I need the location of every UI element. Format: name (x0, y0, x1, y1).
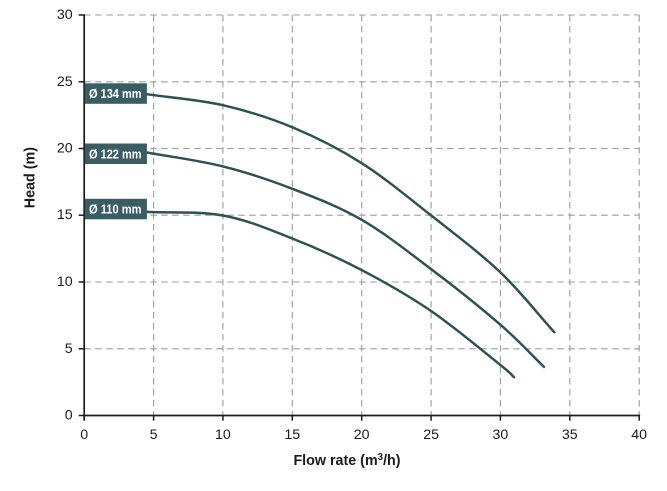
svg-text:40: 40 (631, 427, 647, 443)
svg-text:10: 10 (215, 427, 231, 443)
svg-text:25: 25 (423, 427, 439, 443)
svg-text:15: 15 (284, 427, 300, 443)
svg-text:10: 10 (57, 274, 73, 290)
svg-text:0: 0 (80, 427, 88, 443)
svg-text:30: 30 (57, 7, 73, 23)
svg-text:5: 5 (150, 427, 158, 443)
svg-text:Ø 122 mm: Ø 122 mm (89, 146, 142, 161)
svg-text:Ø 134 mm: Ø 134 mm (89, 86, 142, 101)
svg-text:30: 30 (493, 427, 509, 443)
svg-text:35: 35 (562, 427, 578, 443)
svg-text:Flow rate (m3/h): Flow rate (m3/h) (293, 452, 400, 469)
svg-text:0: 0 (65, 408, 73, 424)
svg-text:Head (m): Head (m) (22, 147, 38, 208)
svg-text:20: 20 (354, 427, 370, 443)
svg-text:15: 15 (57, 207, 73, 223)
svg-text:Ø 110 mm: Ø 110 mm (89, 202, 142, 217)
svg-text:5: 5 (65, 341, 73, 357)
svg-text:20: 20 (57, 141, 73, 157)
svg-text:25: 25 (57, 74, 73, 90)
